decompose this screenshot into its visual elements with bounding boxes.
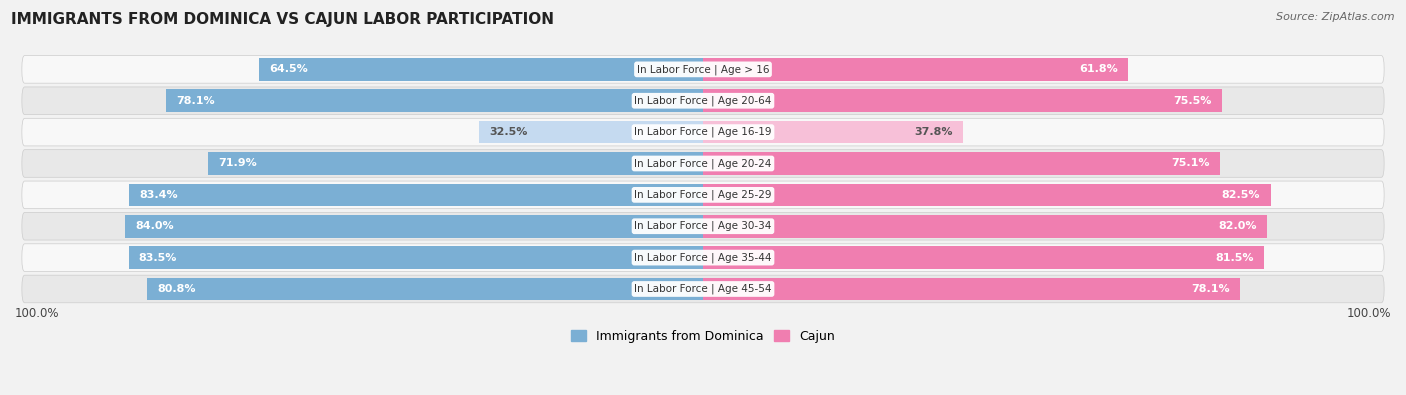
Text: In Labor Force | Age 45-54: In Labor Force | Age 45-54 bbox=[634, 284, 772, 294]
Text: 81.5%: 81.5% bbox=[1215, 253, 1253, 263]
Text: In Labor Force | Age 30-34: In Labor Force | Age 30-34 bbox=[634, 221, 772, 231]
Text: In Labor Force | Age 35-44: In Labor Force | Age 35-44 bbox=[634, 252, 772, 263]
Text: 32.5%: 32.5% bbox=[489, 127, 529, 137]
Bar bbox=[703, 121, 963, 143]
Text: 75.5%: 75.5% bbox=[1174, 96, 1212, 106]
Text: In Labor Force | Age > 16: In Labor Force | Age > 16 bbox=[637, 64, 769, 75]
Bar bbox=[479, 121, 703, 143]
Text: 83.5%: 83.5% bbox=[139, 253, 177, 263]
Text: 75.1%: 75.1% bbox=[1171, 158, 1209, 169]
Text: 61.8%: 61.8% bbox=[1080, 64, 1118, 74]
Bar bbox=[703, 278, 1240, 300]
Text: Source: ZipAtlas.com: Source: ZipAtlas.com bbox=[1277, 12, 1395, 22]
Text: IMMIGRANTS FROM DOMINICA VS CAJUN LABOR PARTICIPATION: IMMIGRANTS FROM DOMINICA VS CAJUN LABOR … bbox=[11, 12, 554, 27]
Text: 83.4%: 83.4% bbox=[139, 190, 179, 200]
FancyBboxPatch shape bbox=[22, 87, 1384, 115]
Text: In Labor Force | Age 25-29: In Labor Force | Age 25-29 bbox=[634, 190, 772, 200]
Text: 78.1%: 78.1% bbox=[1191, 284, 1230, 294]
Legend: Immigrants from Dominica, Cajun: Immigrants from Dominica, Cajun bbox=[567, 325, 839, 348]
Text: 100.0%: 100.0% bbox=[15, 307, 59, 320]
Text: In Labor Force | Age 20-24: In Labor Force | Age 20-24 bbox=[634, 158, 772, 169]
Text: 100.0%: 100.0% bbox=[1347, 307, 1391, 320]
Bar bbox=[703, 215, 1267, 237]
FancyBboxPatch shape bbox=[22, 150, 1384, 177]
Text: 37.8%: 37.8% bbox=[914, 127, 953, 137]
Bar bbox=[703, 58, 1128, 81]
FancyBboxPatch shape bbox=[22, 213, 1384, 240]
FancyBboxPatch shape bbox=[22, 56, 1384, 83]
Bar bbox=[208, 152, 703, 175]
Text: 64.5%: 64.5% bbox=[270, 64, 308, 74]
Text: 78.1%: 78.1% bbox=[176, 96, 215, 106]
Bar bbox=[125, 215, 703, 237]
FancyBboxPatch shape bbox=[22, 244, 1384, 271]
Bar bbox=[166, 89, 703, 112]
Text: 71.9%: 71.9% bbox=[219, 158, 257, 169]
Bar bbox=[129, 184, 703, 206]
Text: In Labor Force | Age 16-19: In Labor Force | Age 16-19 bbox=[634, 127, 772, 137]
Text: In Labor Force | Age 20-64: In Labor Force | Age 20-64 bbox=[634, 96, 772, 106]
Text: 84.0%: 84.0% bbox=[135, 221, 174, 231]
Bar bbox=[703, 152, 1219, 175]
Bar bbox=[259, 58, 703, 81]
Bar bbox=[703, 184, 1271, 206]
FancyBboxPatch shape bbox=[22, 275, 1384, 303]
Bar bbox=[703, 89, 1222, 112]
Bar bbox=[128, 246, 703, 269]
Bar bbox=[148, 278, 703, 300]
Text: 80.8%: 80.8% bbox=[157, 284, 195, 294]
Bar bbox=[703, 246, 1264, 269]
Text: 82.5%: 82.5% bbox=[1222, 190, 1260, 200]
Text: 82.0%: 82.0% bbox=[1219, 221, 1257, 231]
FancyBboxPatch shape bbox=[22, 118, 1384, 146]
FancyBboxPatch shape bbox=[22, 181, 1384, 209]
